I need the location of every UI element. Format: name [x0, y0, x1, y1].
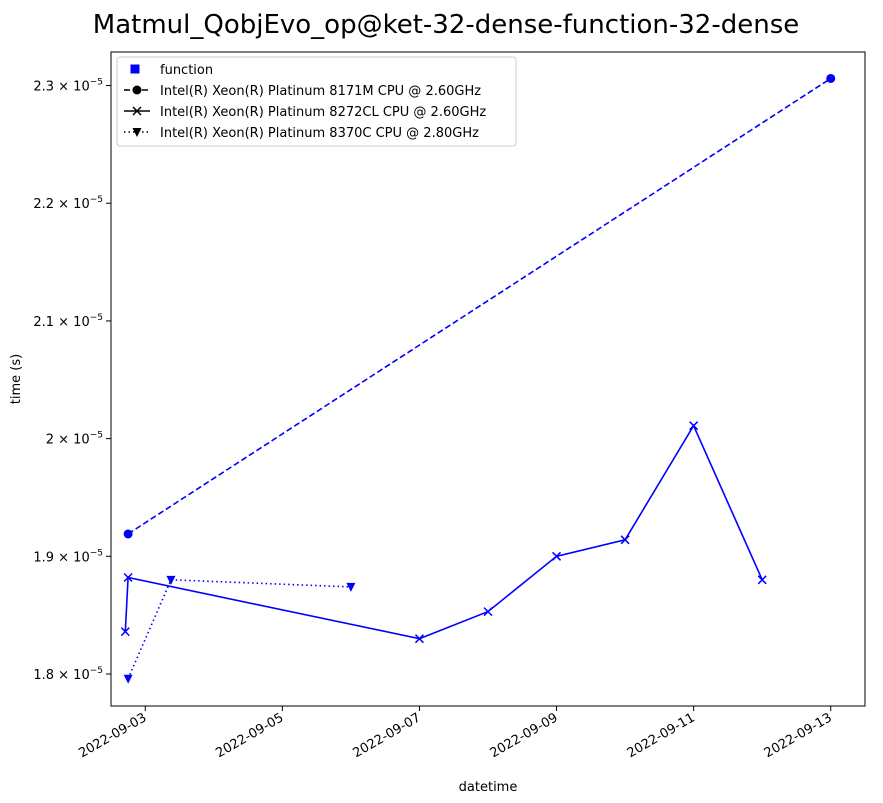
x-tick-label-3: 2022-09-09 — [488, 710, 561, 761]
data-point-2-1 — [166, 575, 176, 585]
data-point-1-7 — [757, 575, 767, 585]
series-0 — [123, 73, 836, 539]
data-point-2-2 — [346, 582, 356, 592]
legend-label-2: Intel(R) Xeon(R) Platinum 8272CL CPU @ 2… — [160, 105, 486, 120]
data-point-1-6 — [689, 421, 699, 431]
series-2 — [123, 575, 356, 684]
data-point-1-3 — [483, 607, 493, 617]
chart-title: Matmul_QobjEvo_op@ket-32-dense-function-… — [93, 10, 799, 40]
legend-marker-2 — [132, 106, 142, 116]
y-tick-label-5: 2.3 × 10−5 — [33, 78, 103, 95]
legend-marker-3 — [132, 128, 142, 137]
y-tick-label-0: 1.8 × 10−5 — [33, 666, 103, 683]
legend-label-1: Intel(R) Xeon(R) Platinum 8171M CPU @ 2.… — [160, 84, 481, 99]
x-tick-label-4: 2022-09-11 — [625, 710, 698, 761]
data-point-1-1 — [123, 572, 133, 583]
legend-marker-0 — [130, 64, 140, 74]
legend: function Intel(R) Xeon(R) Platinum 8171M … — [116, 56, 517, 147]
data-point-0-1 — [826, 73, 836, 83]
legend-marker-1 — [132, 85, 142, 95]
data-point-1-0 — [120, 627, 130, 637]
legend-label-0: function — [160, 63, 213, 78]
y-tick-label-3: 2.1 × 10−5 — [33, 313, 103, 330]
x-axis-label: datetime — [459, 780, 518, 795]
legend-label-3: Intel(R) Xeon(R) Platinum 8370C CPU @ 2.… — [160, 126, 479, 141]
x-tick-label-5: 2022-09-13 — [762, 710, 835, 761]
data-point-1-2 — [414, 634, 424, 644]
legend-box — [116, 56, 517, 147]
y-tick-label-4: 2.2 × 10−5 — [33, 195, 103, 212]
data-point-1-4 — [552, 551, 562, 561]
data-point-1-5 — [620, 535, 630, 545]
y-tick-label-2: 2 × 10−5 — [46, 431, 103, 448]
x-axis: 2022-09-03 2022-09-05 2022-09-07 2022-09-09… — [76, 706, 835, 761]
legend-entry-1: Intel(R) Xeon(R) Platinum 8171M CPU @ 2.… — [124, 84, 481, 99]
data-point-2-0 — [123, 674, 133, 684]
legend-entry-3: Intel(R) Xeon(R) Platinum 8370C CPU @ 2.… — [124, 126, 479, 141]
y-tick-label-1: 1.9 × 10−5 — [33, 548, 103, 565]
x-tick-label-0: 2022-09-03 — [76, 710, 149, 761]
series-layer — [120, 73, 836, 684]
series-1 — [120, 421, 767, 644]
data-point-0-0 — [123, 529, 133, 539]
series-line-1 — [124, 423, 763, 640]
legend-entry-2: Intel(R) Xeon(R) Platinum 8272CL CPU @ 2… — [124, 105, 486, 120]
series-line-0 — [127, 77, 832, 535]
plot-frame — [110, 51, 866, 707]
legend-entry-0: function — [130, 63, 213, 78]
series-line-2 — [127, 578, 351, 680]
y-axis-label: time (s) — [9, 354, 24, 404]
y-axis: 1.8 × 10−5 1.9 × 10−5 2 × 10−5 2.1 × 10−5 2.… — [33, 78, 111, 683]
x-tick-label-1: 2022-09-05 — [213, 710, 286, 761]
x-tick-label-2: 2022-09-07 — [351, 710, 424, 761]
